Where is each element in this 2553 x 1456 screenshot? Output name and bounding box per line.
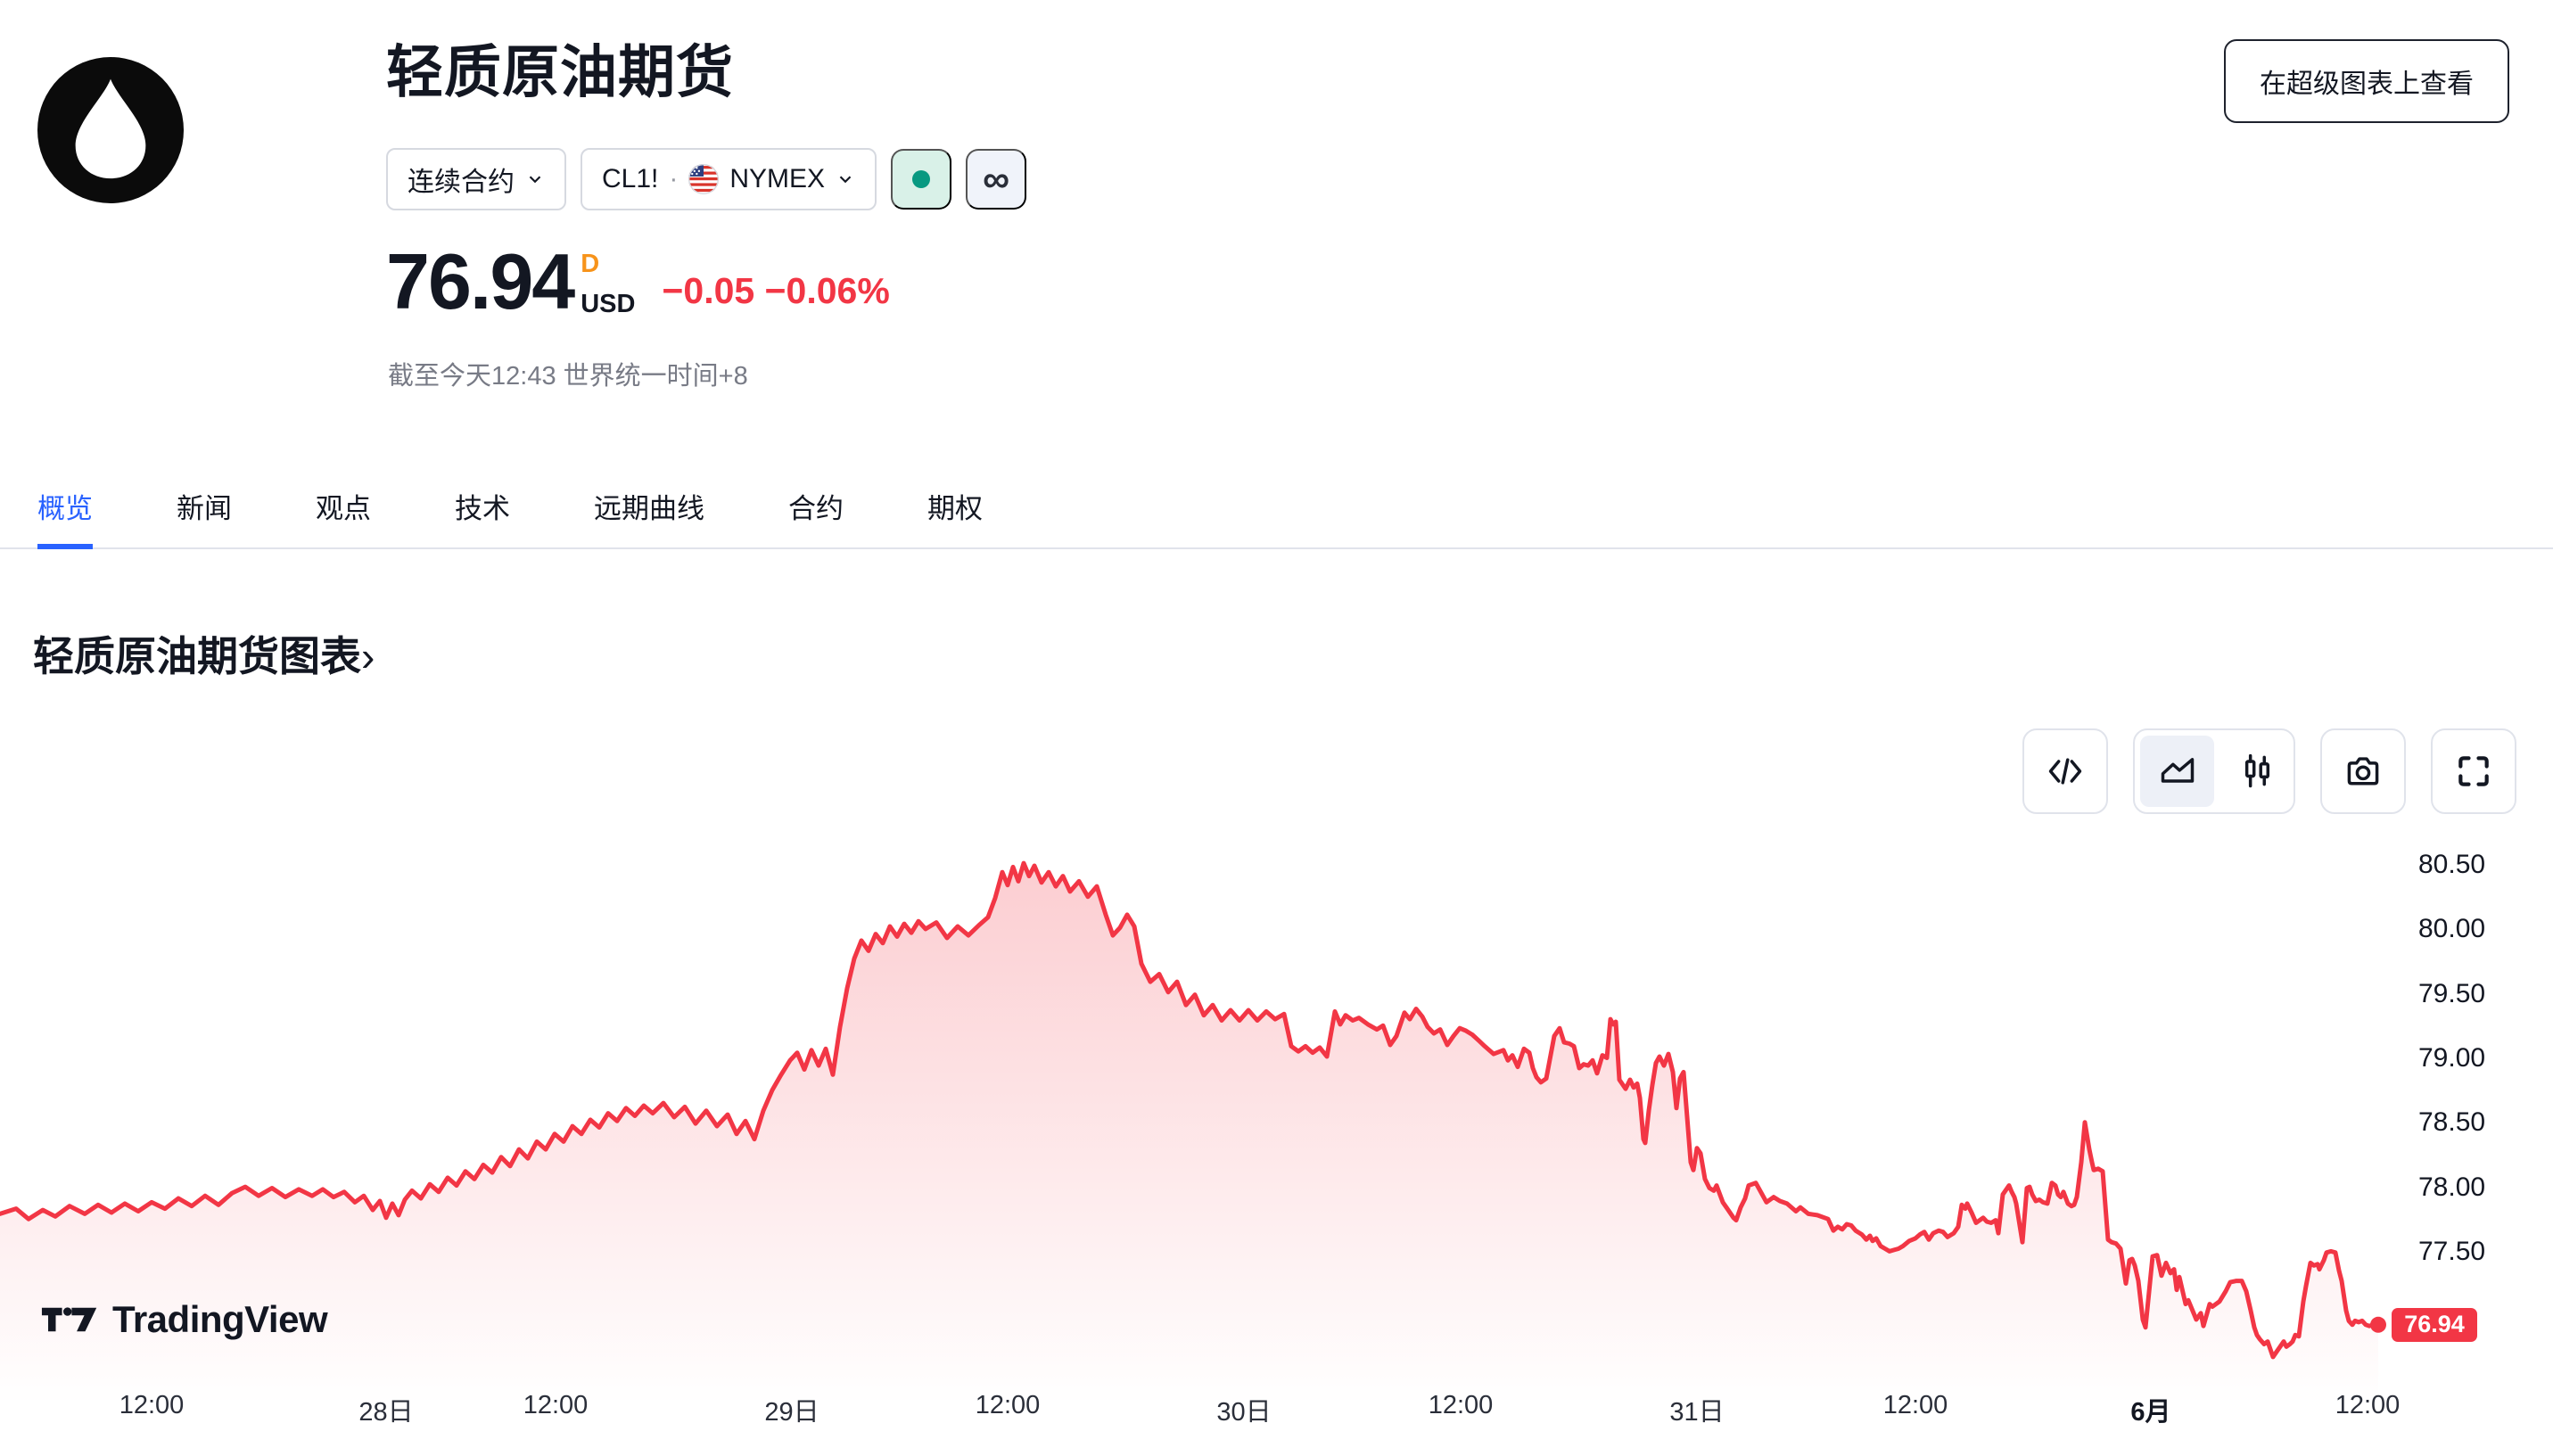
symbol-exchange-button[interactable]: CL1! · NYMEX (581, 148, 877, 210)
area-chart-icon (2161, 758, 2194, 783)
chart-section-label: 轻质原油期货图表 (33, 633, 361, 679)
tradingview-logo-icon (41, 1307, 97, 1332)
tradingview-logo-text: TradingView (112, 1298, 328, 1340)
y-axis-label: 80.00 (2418, 914, 2486, 944)
y-axis-label: 79.00 (2418, 1042, 2486, 1073)
x-axis-label: 29日 (764, 1398, 819, 1427)
change-percent: −0.06% (764, 270, 890, 311)
x-axis-label: 12:00 (1882, 1391, 1948, 1419)
market-status-button[interactable] (891, 149, 952, 210)
code-icon (2048, 758, 2082, 785)
chart-toolbar (2022, 728, 2516, 814)
y-axis-label: 79.50 (2418, 978, 2486, 1008)
last-price: 76.94 (386, 237, 575, 325)
x-axis-label: 28日 (358, 1398, 414, 1427)
camera-icon (2347, 757, 2379, 786)
infinity-icon: ∞ (983, 158, 1010, 200)
fullscreen-icon (2458, 756, 2489, 786)
x-axis-label: 12:00 (119, 1391, 185, 1419)
fullscreen-button[interactable] (2431, 728, 2516, 814)
y-axis-label: 80.50 (2418, 850, 2486, 879)
chart-type-switch (2133, 728, 2295, 814)
symbol-controls: 连续合约 CL1! · (386, 148, 1027, 210)
data-flag-badge: D (581, 250, 600, 278)
tab-期权[interactable]: 期权 (927, 492, 983, 524)
price-line (0, 860, 2381, 1360)
chevron-down-icon (839, 176, 852, 184)
price-change: −0.05 −0.06% (662, 270, 889, 312)
source-code-button[interactable] (2022, 728, 2108, 814)
infinity-button[interactable]: ∞ (966, 149, 1027, 210)
last-price-dot (2370, 1316, 2386, 1333)
candles-icon (2244, 753, 2269, 788)
chevron-right-icon: › (361, 633, 375, 679)
area-fill (0, 863, 2378, 1404)
chart-section-title[interactable]: 轻质原油期货图表› (33, 624, 375, 683)
y-axis-label: 78.50 (2418, 1107, 2486, 1138)
price-meta: D USD (581, 246, 635, 321)
tab-观点[interactable]: 观点 (316, 492, 371, 524)
tab-远期曲线[interactable]: 远期曲线 (594, 492, 704, 524)
symbol-label: CL1! (602, 164, 659, 193)
tab-新闻[interactable]: 新闻 (177, 492, 232, 524)
price-block: 76.94 D USD −0.05 −0.06% (386, 243, 890, 321)
x-axis-label: 12:00 (975, 1391, 1041, 1419)
tradingview-watermark[interactable]: TradingView (41, 1298, 328, 1341)
x-axis-label: 6月 (2130, 1398, 2171, 1427)
separator-dot: · (669, 164, 679, 193)
x-axis-label: 30日 (1216, 1398, 1272, 1427)
tab-合约[interactable]: 合约 (788, 492, 844, 524)
exchange-label: NYMEX (729, 164, 826, 193)
open-superchart-button[interactable]: 在超级图表上查看 (2224, 39, 2509, 123)
quote-timestamp: 截至今天12:43 世界统一时间+8 (388, 362, 748, 391)
market-open-dot-icon (912, 170, 931, 188)
y-axis-label: 77.50 (2418, 1236, 2486, 1266)
oil-drop-icon (37, 57, 184, 203)
tab-技术[interactable]: 技术 (455, 492, 510, 524)
instrument-logo (37, 57, 184, 203)
x-axis-label: 12:00 (2335, 1391, 2401, 1419)
last-price-tag: 76.94 (2392, 1307, 2477, 1342)
contract-selector-label: 连续合约 (408, 168, 515, 197)
tab-概览[interactable]: 概览 (37, 464, 93, 549)
page-title: 轻质原油期货 (386, 40, 734, 104)
candles-chart-toggle[interactable] (2219, 730, 2294, 812)
area-chart-plot (0, 860, 2386, 1404)
x-axis-label: 12:00 (1428, 1391, 1494, 1419)
x-axis-label: 12:00 (523, 1391, 589, 1419)
contract-selector-button[interactable]: 连续合约 (386, 148, 566, 210)
y-axis-label: 78.00 (2418, 1172, 2486, 1202)
snapshot-button[interactable] (2320, 728, 2406, 814)
currency-label: USD (581, 290, 636, 318)
x-axis-label: 31日 (1669, 1398, 1725, 1427)
chevron-down-icon (529, 176, 541, 184)
price-chart[interactable]: 76.94 80.50 80.00 79.50 79.00 78.50 78.00 77.5… (0, 829, 2553, 1456)
us-flag-icon (688, 164, 720, 194)
change-absolute: −0.05 (662, 270, 755, 311)
page-tabs: 概览 新闻 观点 技术 远期曲线 合约 期权 (0, 464, 2553, 549)
area-chart-toggle[interactable] (2140, 736, 2214, 807)
